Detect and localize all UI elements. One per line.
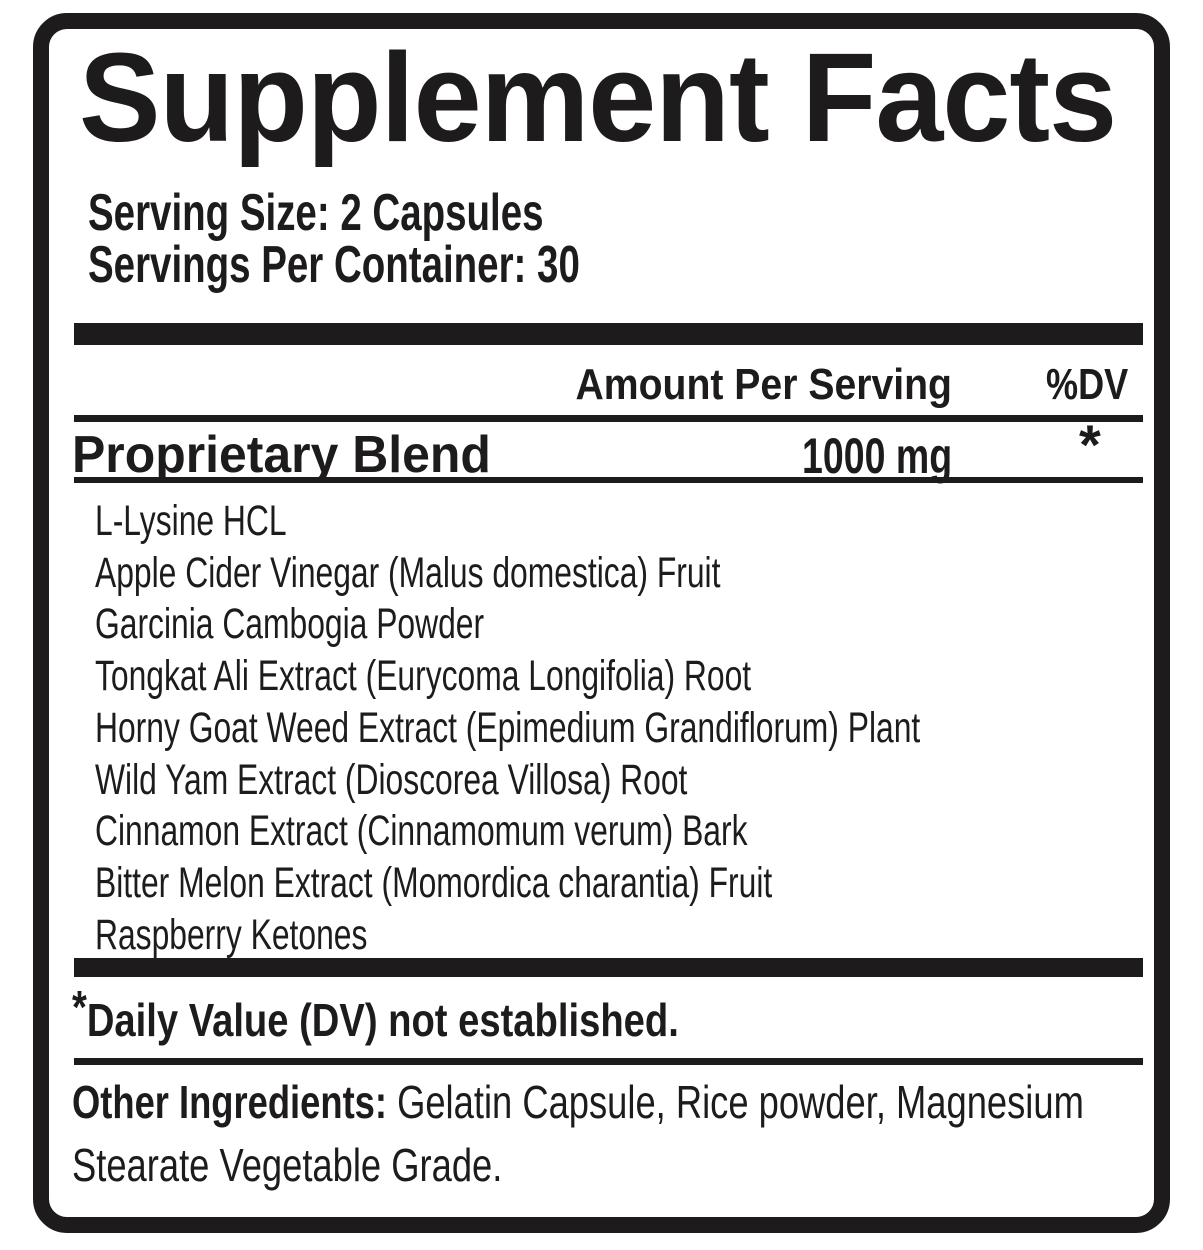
other-ingredients-line2: Stearate Vegetable Grade. xyxy=(72,1139,503,1191)
footnote-asterisk: * xyxy=(72,981,87,1033)
other-ingredients-label: Other Ingredients: xyxy=(72,1076,387,1128)
footnote-rule xyxy=(74,1058,1143,1065)
blend-dv-asterisk: * xyxy=(1079,413,1101,476)
header-rule xyxy=(74,415,1143,422)
blend-amount: 1000 mg xyxy=(801,428,952,484)
servings-per-container-line: Servings Per Container: 30 xyxy=(88,236,580,294)
ingredient-item: Tongkat Ali Extract (Eurycoma Longifolia… xyxy=(95,652,752,701)
ingredient-item: Horny Goat Weed Extract (Epimedium Grand… xyxy=(95,703,921,752)
footnote-text: Daily Value (DV) not established. xyxy=(86,994,679,1046)
ingredient-item: Wild Yam Extract (Dioscorea Villosa) Roo… xyxy=(95,755,688,804)
serving-info: Serving Size: 2 Capsules Servings Per Co… xyxy=(88,187,580,291)
other-ingredients: Other Ingredients: Gelatin Capsule, Rice… xyxy=(72,1071,1084,1197)
dv-footnote: *Daily Value (DV) not established. xyxy=(72,981,679,1047)
ingredient-list: L-Lysine HCL Apple Cider Vinegar (Malus … xyxy=(95,496,920,961)
ingredient-item: Raspberry Ketones xyxy=(95,910,368,959)
panel-title: Supplement Facts xyxy=(79,27,1117,168)
column-header-percent-dv: %DV xyxy=(1045,360,1128,409)
ingredient-item: Cinnamon Extract (Cinnamomum verum) Bark xyxy=(95,807,748,856)
column-header-amount-per-serving: Amount Per Serving xyxy=(575,360,952,409)
other-ingredients-line1: Gelatin Capsule, Rice powder, Magnesium xyxy=(386,1076,1084,1128)
ingredient-item: Bitter Melon Extract (Momordica charanti… xyxy=(95,858,773,907)
ingredient-item: Apple Cider Vinegar (Malus domestica) Fr… xyxy=(95,548,721,597)
ingredient-item: L-Lysine HCL xyxy=(95,497,287,545)
blend-name: Proprietary Blend xyxy=(72,426,491,484)
blend-rule xyxy=(74,477,1143,483)
serving-size-line: Serving Size: 2 Capsules xyxy=(88,184,544,242)
thick-divider-top xyxy=(74,323,1143,345)
supplement-facts-panel: Supplement Facts Serving Size: 2 Capsule… xyxy=(33,13,1170,1233)
ingredient-item: Garcinia Cambogia Powder xyxy=(95,600,485,649)
thick-divider-bottom xyxy=(74,958,1143,977)
